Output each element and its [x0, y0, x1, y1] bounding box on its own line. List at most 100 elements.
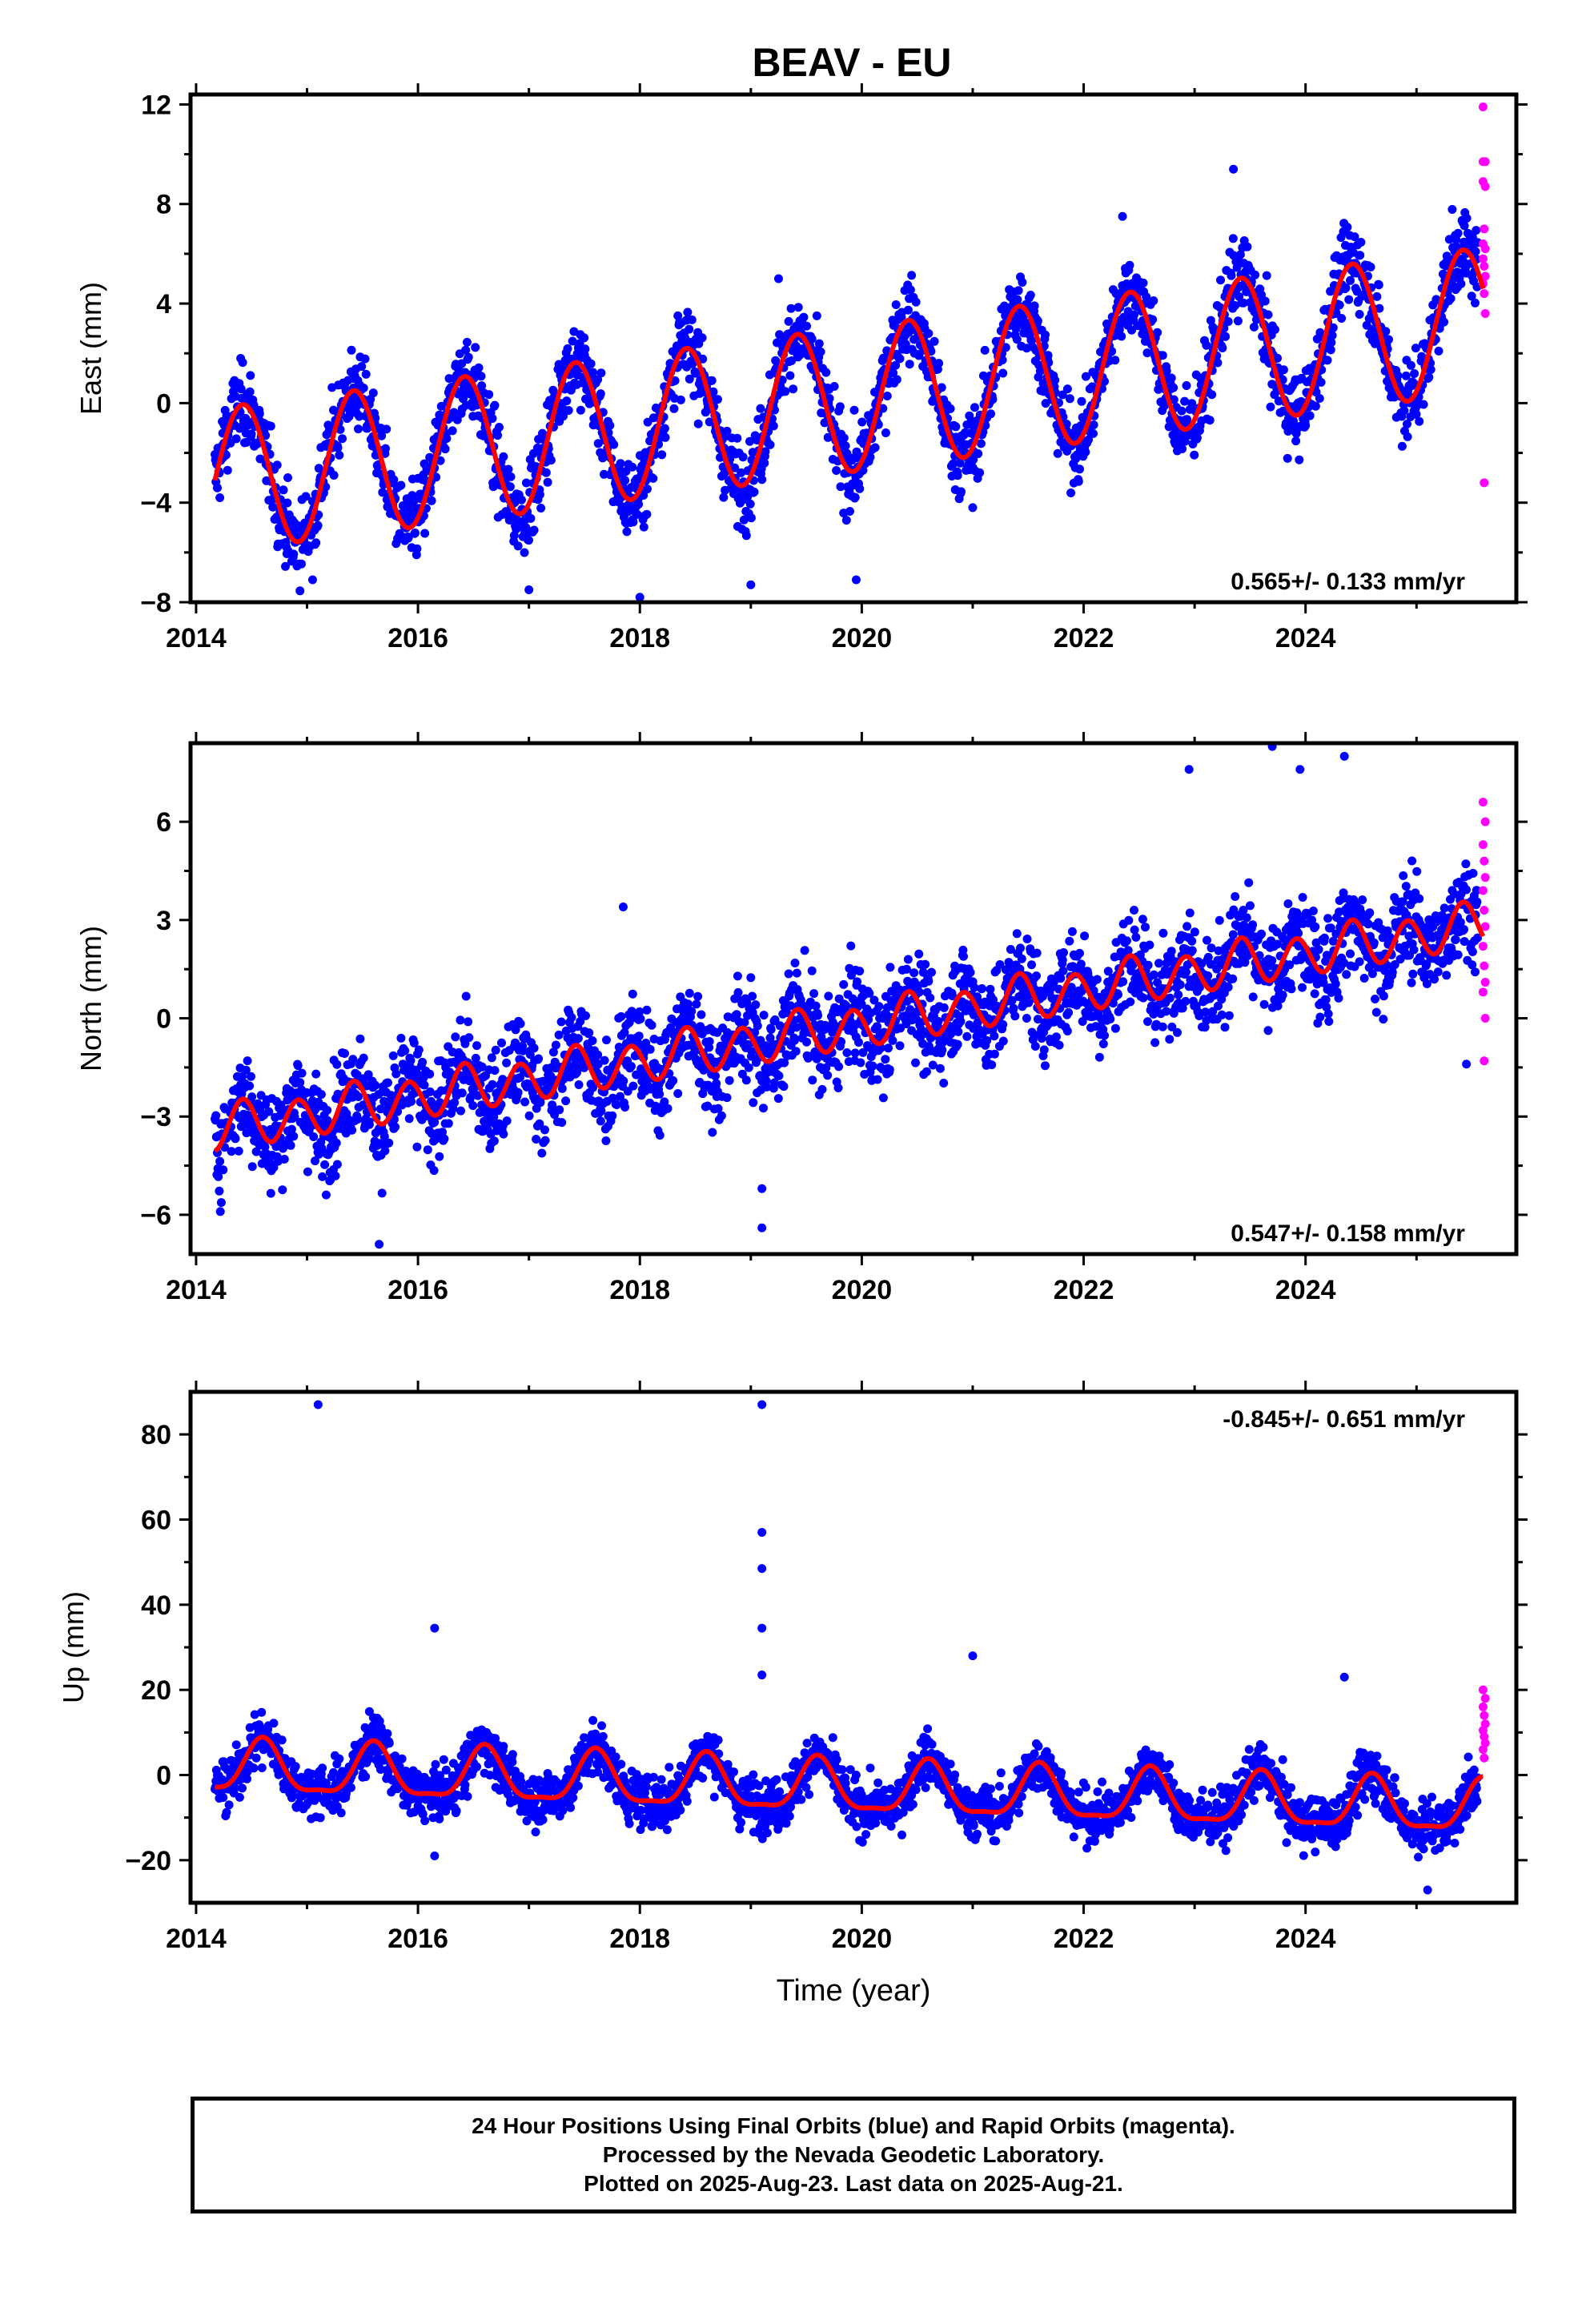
final-orbit-point — [635, 1007, 644, 1016]
final-orbit-point — [573, 1034, 583, 1043]
rapid-orbit-points-east — [1478, 103, 1490, 488]
final-orbit-point — [680, 1007, 689, 1016]
final-orbit-point — [297, 1068, 307, 1078]
final-orbit-point — [902, 964, 911, 974]
final-orbit-point — [360, 354, 370, 364]
final-orbit-point — [581, 1011, 590, 1020]
final-orbit-point — [1039, 1045, 1049, 1055]
final-orbit-point — [456, 1106, 465, 1116]
final-orbit-point — [536, 504, 546, 513]
final-orbit-point — [513, 1088, 523, 1097]
final-orbit-point — [1026, 291, 1035, 300]
final-orbit-point — [269, 1163, 279, 1172]
final-orbit-point — [749, 1098, 758, 1108]
final-orbit-point — [215, 1156, 225, 1166]
final-orbit-point — [976, 439, 986, 448]
final-orbit-point — [580, 344, 590, 354]
final-orbit-point — [1462, 214, 1472, 223]
final-orbit-point — [596, 389, 605, 399]
final-orbit-point — [1051, 1032, 1061, 1042]
final-orbit-point — [1143, 1017, 1152, 1027]
final-orbit-point — [293, 1061, 303, 1071]
final-orbit-point — [1041, 330, 1050, 340]
final-orbit-point — [1074, 476, 1083, 486]
final-orbit-point — [685, 324, 694, 334]
final-orbit-point — [1214, 946, 1223, 955]
final-orbit-point — [733, 987, 743, 997]
final-orbit-point — [1229, 905, 1239, 915]
final-orbit-point — [1415, 416, 1424, 426]
final-orbit-point — [1050, 376, 1060, 385]
final-orbit-point — [766, 1025, 776, 1034]
final-orbit-point — [1403, 432, 1412, 441]
final-orbit-point — [882, 1003, 892, 1012]
final-orbit-point — [645, 1044, 655, 1054]
final-orbit-point — [986, 984, 995, 994]
final-orbit-point — [520, 1097, 530, 1107]
final-orbit-point — [1092, 975, 1102, 984]
final-orbit-point — [427, 496, 436, 505]
final-orbit-point — [1298, 893, 1307, 902]
final-orbit-point — [1327, 331, 1337, 340]
final-orbit-point — [833, 1084, 843, 1092]
rapid-orbit-point — [1480, 478, 1489, 488]
final-orbit-point — [316, 1090, 326, 1100]
final-orbit-outlier — [635, 593, 644, 602]
final-orbit-point — [1406, 360, 1415, 370]
final-orbit-point — [759, 1104, 768, 1113]
final-orbit-point — [1439, 317, 1449, 327]
final-orbit-point — [238, 358, 247, 368]
final-orbit-point — [905, 360, 914, 369]
final-orbit-point — [331, 1138, 341, 1148]
final-orbit-point — [1246, 901, 1255, 911]
final-orbit-point — [813, 1011, 822, 1020]
final-orbit-point — [1131, 932, 1141, 942]
final-orbit-point — [554, 1030, 564, 1039]
final-orbit-point — [705, 1037, 714, 1046]
final-orbit-point — [789, 384, 798, 394]
final-orbit-point — [1311, 401, 1320, 411]
final-orbit-point — [616, 459, 625, 468]
final-orbit-point — [1384, 335, 1393, 344]
final-orbit-point — [355, 412, 364, 421]
final-orbit-point — [891, 300, 901, 309]
final-orbit-point — [477, 381, 487, 391]
final-orbit-point — [400, 1046, 410, 1055]
final-orbit-point — [464, 352, 473, 362]
final-orbit-point — [1205, 416, 1215, 425]
final-orbit-point — [562, 396, 572, 406]
final-orbit-point — [1180, 396, 1190, 406]
final-orbit-point — [725, 1076, 734, 1085]
rapid-orbit-point — [1480, 224, 1489, 234]
final-orbit-point — [821, 368, 831, 377]
final-orbit-point — [1030, 1042, 1040, 1051]
plot-frame-east — [188, 92, 1519, 605]
final-orbit-point — [1323, 914, 1333, 923]
final-orbit-point — [669, 1076, 678, 1085]
final-orbit-point — [498, 1075, 508, 1084]
final-orbit-point — [1110, 356, 1120, 365]
final-orbit-point — [303, 1167, 312, 1176]
final-orbit-point — [290, 1112, 299, 1122]
final-orbit-point — [619, 1076, 628, 1086]
final-orbit-point — [1041, 399, 1050, 408]
final-orbit-point — [216, 1198, 226, 1208]
final-orbit-point — [1453, 228, 1463, 238]
final-orbit-point — [406, 1055, 416, 1065]
final-orbit-point — [905, 285, 915, 295]
final-orbit-point — [1273, 1001, 1283, 1011]
final-orbit-point — [1166, 373, 1176, 383]
final-orbit-point — [363, 1070, 373, 1080]
final-orbit-point — [546, 456, 556, 465]
rapid-orbit-point — [1480, 182, 1490, 191]
final-orbit-point — [266, 421, 275, 431]
final-orbit-point — [957, 487, 966, 497]
final-orbit-point — [989, 995, 998, 1004]
final-orbit-point — [1024, 998, 1034, 1007]
final-orbit-point — [791, 1047, 801, 1056]
final-orbit-point — [301, 492, 311, 501]
final-orbit-point — [332, 1059, 342, 1069]
final-orbit-point — [639, 491, 648, 500]
final-orbit-point — [1308, 907, 1318, 915]
